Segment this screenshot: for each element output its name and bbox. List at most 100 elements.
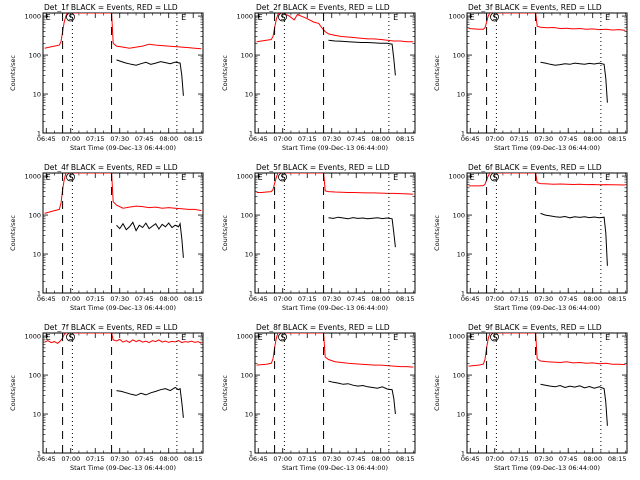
x-tick-label: 07:30 <box>322 135 341 143</box>
marker-label: S <box>68 333 73 342</box>
series-line-red <box>44 333 202 345</box>
marker-label: E <box>470 13 475 22</box>
chart-title: Det_8f BLACK = Events, RED = LLD <box>256 323 390 332</box>
chart-panel-2: Det_2f BLACK = Events, RED = LLD Counts/s… <box>221 3 416 152</box>
x-tick-label: 08:15 <box>608 455 627 463</box>
y-tick-label: 1000 <box>448 333 465 341</box>
series-line-red <box>256 333 414 368</box>
marker-label: E <box>46 13 51 22</box>
x-tick-label: 08:00 <box>371 135 390 143</box>
x-tick-label: 06:45 <box>461 455 480 463</box>
x-tick-label: 07:30 <box>110 135 129 143</box>
marker-label: E <box>393 333 398 342</box>
x-tick-label: 07:30 <box>110 455 129 463</box>
x-tick-label: 08:00 <box>159 135 178 143</box>
y-tick-label: 10 <box>245 91 253 99</box>
chart-title: Det_1f BLACK = Events, RED = LLD <box>44 3 178 12</box>
x-tick-label: 07:00 <box>61 455 80 463</box>
x-tick-label: 06:45 <box>249 295 268 303</box>
x-tick-label: 06:45 <box>461 295 480 303</box>
chart-panel-3: Det_3f BLACK = Events, RED = LLD Counts/s… <box>433 3 628 152</box>
x-tick-label: 07:30 <box>110 295 129 303</box>
y-tick-label: 1 <box>37 450 41 458</box>
y-tick-label: 1 <box>37 290 41 298</box>
x-axis-label: Start Time (09-Dec-13 06:44:00) <box>494 464 600 472</box>
y-tick-label: 1000 <box>236 333 253 341</box>
marker-label: S <box>280 173 285 182</box>
marker-label: S <box>492 173 497 182</box>
x-axis-label: Start Time (09-Dec-13 06:44:00) <box>282 144 388 152</box>
y-tick-label: 10 <box>457 411 465 419</box>
chart-panel-5: Det_5f BLACK = Events, RED = LLD Counts/s… <box>221 163 416 312</box>
x-tick-label: 06:45 <box>37 295 56 303</box>
chart-panel-4: Det_4f BLACK = Events, RED = LLD Counts/s… <box>9 163 204 312</box>
x-tick-label: 08:00 <box>159 295 178 303</box>
y-axis-label: Counts/sec <box>433 55 441 91</box>
series-line-black <box>116 59 184 96</box>
x-tick-label: 06:45 <box>249 455 268 463</box>
x-tick-label: 06:45 <box>461 135 480 143</box>
marker-label: E <box>181 13 186 22</box>
x-tick-label: 08:15 <box>184 135 203 143</box>
x-tick-label: 07:15 <box>510 135 529 143</box>
marker-label: E <box>605 173 610 182</box>
x-tick-label: 07:45 <box>135 455 154 463</box>
plot-area <box>256 173 414 293</box>
plot-frame <box>42 12 204 134</box>
series-line-red <box>468 13 626 31</box>
y-axis-label: Counts/sec <box>221 375 229 411</box>
plot-area <box>468 333 626 453</box>
plot-frame <box>254 172 416 294</box>
marker-circle <box>490 332 499 342</box>
y-axis-label: Counts/sec <box>433 375 441 411</box>
x-tick-label: 08:15 <box>396 295 415 303</box>
chart-title: Det_2f BLACK = Events, RED = LLD <box>256 3 390 12</box>
chart-title: Det_3f BLACK = Events, RED = LLD <box>468 3 602 12</box>
y-tick-label: 100 <box>241 372 253 380</box>
marker-circle <box>66 172 75 182</box>
y-tick-label: 100 <box>453 372 465 380</box>
x-tick-label: 08:15 <box>396 135 415 143</box>
x-tick-label: 07:15 <box>298 295 317 303</box>
marker-label: E <box>605 333 610 342</box>
y-tick-label: 1000 <box>448 13 465 21</box>
series-line-red <box>44 173 202 214</box>
y-tick-label: 10 <box>33 251 41 259</box>
x-axis-label: Start Time (09-Dec-13 06:44:00) <box>70 304 176 312</box>
y-tick-label: 1000 <box>236 13 253 21</box>
marker-label: E <box>258 333 263 342</box>
marker-circle <box>278 332 287 342</box>
plot-area <box>468 173 626 293</box>
x-tick-label: 08:00 <box>159 455 178 463</box>
series-line-black <box>328 216 396 248</box>
marker-label: E <box>258 173 263 182</box>
marker-label: S <box>68 173 73 182</box>
y-tick-label: 10 <box>33 411 41 419</box>
marker-label: E <box>605 13 610 22</box>
plot-frame <box>42 172 204 294</box>
chart-panel-9: Det_9f BLACK = Events, RED = LLD Counts/s… <box>433 323 628 472</box>
x-tick-label: 07:30 <box>322 295 341 303</box>
y-tick-label: 1000 <box>448 173 465 181</box>
chart-title: Det_4f BLACK = Events, RED = LLD <box>44 163 178 172</box>
y-axis-label: Counts/sec <box>9 215 17 251</box>
marker-label: S <box>280 333 285 342</box>
x-tick-label: 07:15 <box>510 455 529 463</box>
plot-area <box>44 173 202 293</box>
series-line-red <box>256 13 414 43</box>
y-tick-label: 100 <box>29 372 41 380</box>
marker-label: S <box>492 333 497 342</box>
x-tick-label: 08:15 <box>608 295 627 303</box>
marker-label: E <box>258 13 263 22</box>
x-tick-label: 07:45 <box>135 295 154 303</box>
x-tick-label: 08:00 <box>583 295 602 303</box>
y-tick-label: 10 <box>245 411 253 419</box>
y-tick-label: 1000 <box>24 173 41 181</box>
y-axis-label: Counts/sec <box>9 375 17 411</box>
plot-area <box>44 13 202 133</box>
y-tick-label: 10 <box>245 251 253 259</box>
chart-title: Det_5f BLACK = Events, RED = LLD <box>256 163 390 172</box>
y-axis-label: Counts/sec <box>9 55 17 91</box>
x-tick-label: 07:15 <box>86 455 105 463</box>
series-line-black <box>116 221 184 258</box>
